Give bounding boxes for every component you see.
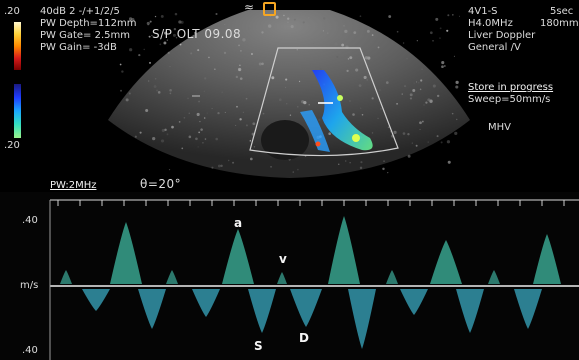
pw-depth: PW Depth=112mm bbox=[40, 18, 137, 29]
wave-label-d: D bbox=[299, 331, 309, 345]
vessel-label: MHV bbox=[488, 122, 511, 133]
doppler-waveform bbox=[60, 216, 561, 349]
orientation-marker-icon bbox=[263, 2, 276, 16]
color-scale-bar-negative bbox=[14, 84, 21, 138]
wave-label-a: a bbox=[234, 216, 243, 230]
wave-label-v: v bbox=[279, 252, 287, 266]
wave-label-s: S bbox=[254, 339, 263, 353]
pw-gate: PW Gate= 2.5mm bbox=[40, 30, 130, 41]
store-status: Store in progress bbox=[468, 82, 554, 93]
time-ticks bbox=[57, 200, 565, 206]
velocity-bottom-label: .40 bbox=[22, 345, 38, 356]
image-depth: 180mm bbox=[540, 18, 579, 29]
color-scale-bar-positive bbox=[14, 22, 21, 70]
color-flow bbox=[300, 70, 373, 152]
bmode-speckle bbox=[119, 12, 461, 174]
sweep-time: 5sec bbox=[550, 6, 574, 17]
settings-line1: 40dB 2 -/+1/2/5 bbox=[40, 6, 120, 17]
study-label: S/P OLT 09.08 bbox=[152, 27, 242, 41]
pw-gain: PW Gain= -3dB bbox=[40, 42, 117, 53]
velocity-top-label: .40 bbox=[22, 215, 38, 226]
pw-frequency: PW:2MHz bbox=[50, 180, 97, 191]
probe-name: 4V1-S bbox=[468, 6, 498, 17]
insonation-angle: θ=20° bbox=[140, 177, 182, 191]
preset-name: Liver Doppler bbox=[468, 30, 536, 41]
color-scale-top-label: .20 bbox=[4, 6, 20, 17]
velocity-unit: m/s bbox=[20, 280, 39, 291]
probe-frequency: H4.0MHz bbox=[468, 18, 513, 29]
bmode-sector bbox=[108, 10, 470, 178]
color-roi-box bbox=[249, 47, 399, 157]
preset-mode: General /V bbox=[468, 42, 521, 53]
sweep-speed: Sweep=50mm/s bbox=[468, 94, 551, 105]
vessel-lumen bbox=[261, 120, 309, 160]
color-scale-bottom-label: .20 bbox=[4, 140, 20, 151]
spectrum-panel bbox=[0, 192, 579, 360]
freeze-icon: ≈ bbox=[244, 0, 255, 14]
